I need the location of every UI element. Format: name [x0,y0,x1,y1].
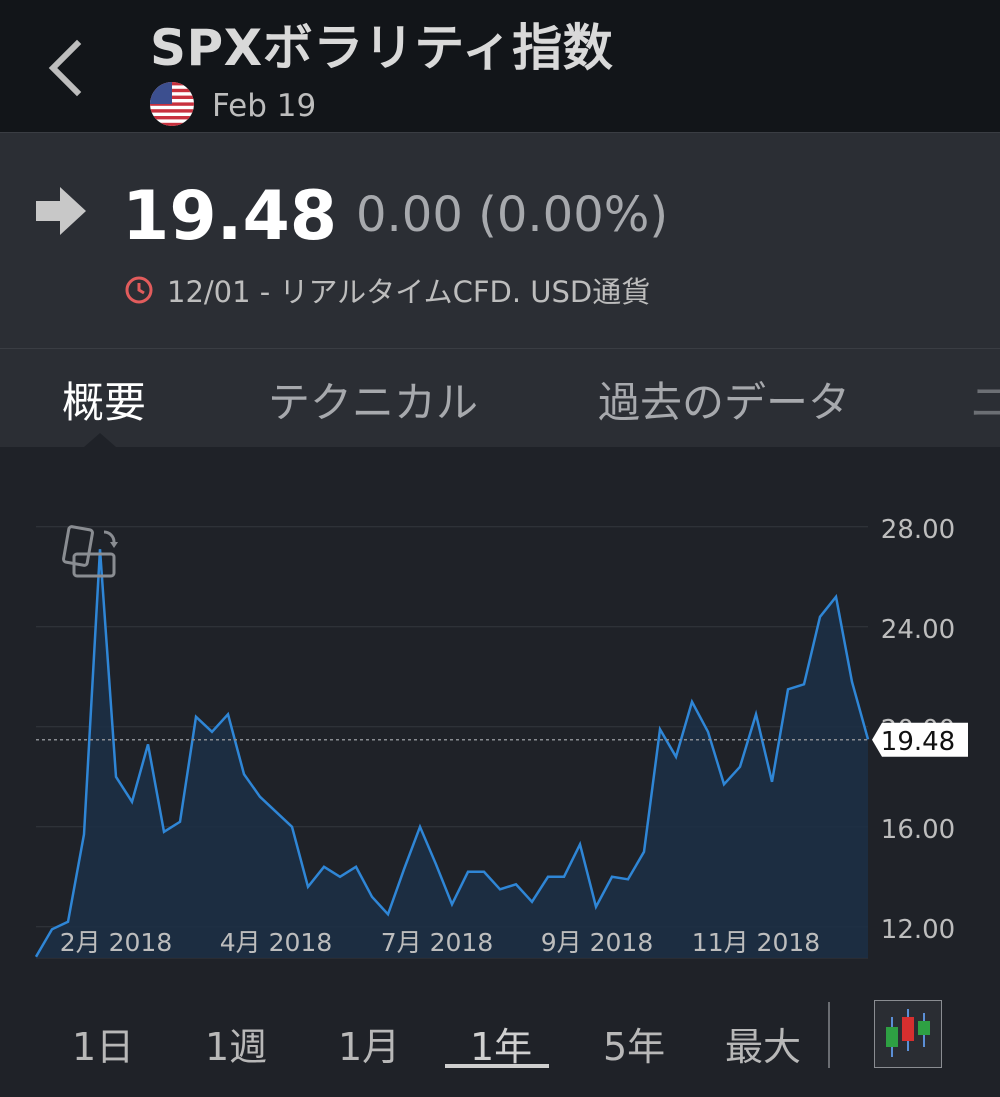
tab-news[interactable]: ニ [970,378,1000,427]
clock-icon [125,276,153,304]
y-tick-label: 28.00 [881,515,955,545]
range-1d[interactable]: 1日 [72,1025,135,1069]
x-tick-label: 4月 2018 [220,928,332,957]
series-line [34,549,870,958]
tab-bar: 概要 テクニカル 過去のデータ ニ [0,348,1000,447]
tab-technical[interactable]: テクニカル [268,378,479,427]
back-button[interactable] [30,28,100,108]
active-tab-indicator [84,433,116,447]
series-area [36,549,868,958]
quote-date: Feb 19 [212,88,317,124]
x-tick-label: 2月 2018 [60,928,172,957]
tab-historical-data[interactable]: 過去のデータ [598,378,851,427]
y-tick-label: 12.00 [881,915,955,945]
x-tick-label: 9月 2018 [541,928,653,957]
last-price: 19.48 [122,177,338,256]
y-tick-label: 16.00 [881,815,955,845]
current-value-badge [872,722,968,757]
range-divider [828,1002,830,1068]
chart-type-button[interactable] [874,1000,942,1068]
quote-meta: 12/01 - リアルタイムCFD. USD通貨 [167,275,651,309]
us-flag-icon [150,82,194,126]
range-5y[interactable]: 5年 [603,1025,666,1069]
arrow-right-icon [36,187,86,235]
app-header: SPXボラリティ指数 Feb 19 [0,0,1000,132]
page-title: SPXボラリティ指数 [150,19,614,77]
y-tick-label: 24.00 [881,615,955,645]
x-tick-label: 11月 2018 [692,928,820,957]
chevron-left-icon [48,39,82,97]
active-range-underline [445,1064,549,1068]
x-tick-label: 7月 2018 [381,928,493,957]
tab-overview[interactable]: 概要 [62,378,147,427]
price-change: 0.00 (0.00%) [356,187,669,243]
range-selector: 1日 1週 1月 1年 5年 最大 [0,1000,1000,1097]
candlestick-icon [886,1009,930,1057]
quote-panel: 19.48 0.00 (0.00%) 12/01 - リアルタイムCFD. US… [0,132,1000,349]
range-1m[interactable]: 1月 [338,1025,401,1069]
range-max[interactable]: 最大 [725,1025,802,1069]
rotate-screen-icon[interactable] [60,524,122,582]
range-1y[interactable]: 1年 [470,1025,533,1069]
current-value-label: 19.48 [881,727,955,757]
range-1w[interactable]: 1週 [205,1025,268,1069]
